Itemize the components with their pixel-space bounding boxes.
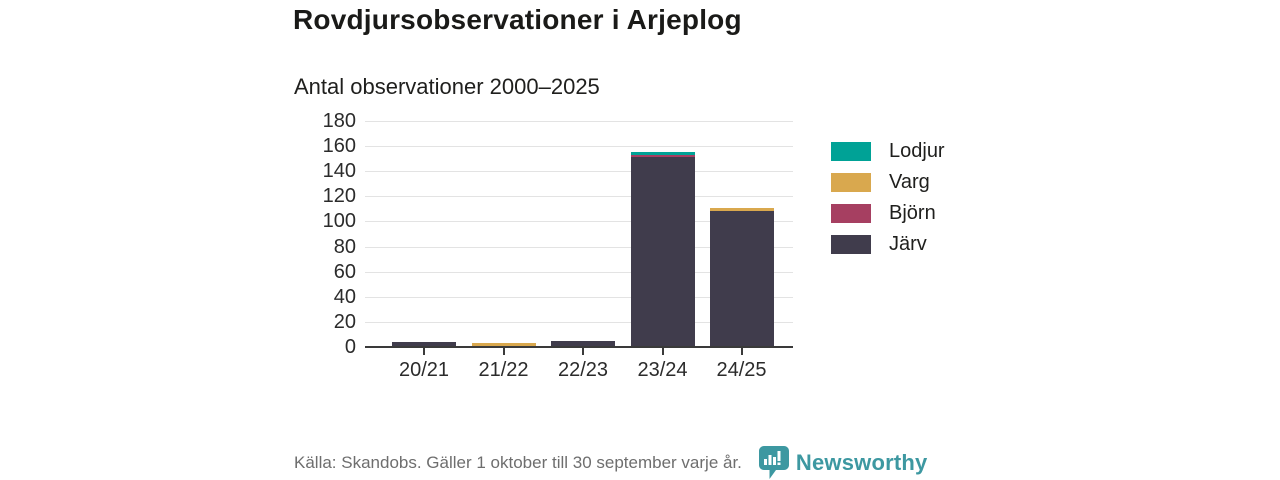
y-tick-label-180: 180 [322, 110, 356, 132]
x-tick-label-21/22: 21/22 [478, 359, 529, 381]
legend-label-Björn: Björn [889, 202, 936, 224]
x-tick-label-22/23: 22/23 [557, 359, 609, 381]
gridline-100 [365, 221, 793, 223]
y-tick-label-140: 140 [322, 160, 356, 183]
bar-segment-23/24-Järv [630, 157, 695, 347]
x-tick-23/24 [661, 347, 664, 355]
legend-label-Järv: Järv [889, 233, 927, 255]
gridline-180 [365, 121, 793, 122]
y-tick-label-160: 160 [322, 135, 356, 158]
x-tick-24/25 [740, 347, 743, 355]
legend-item-Järv: Järv [831, 233, 945, 255]
chart-subtitle: Antal observationer 2000–2025 [294, 74, 600, 99]
gridline-80 [365, 246, 793, 248]
source-note: Källa: Skandobs. Gäller 1 oktober till 3… [294, 452, 742, 472]
x-tick-21/22 [502, 347, 505, 355]
y-tick-label-40: 40 [333, 285, 356, 308]
gridline-160 [365, 146, 793, 148]
legend-swatch-Varg [831, 173, 871, 192]
x-tick-label-24/25: 24/25 [716, 359, 767, 381]
legend-label-Varg: Varg [889, 171, 930, 193]
bar-22/23 [551, 340, 615, 347]
y-tick-label-60: 60 [333, 260, 356, 283]
legend-item-Björn: Björn [831, 202, 945, 224]
x-axis-line [365, 346, 793, 348]
bar-segment-20/21-Järv [392, 341, 456, 347]
bar-segment-23/24-Lodjur [630, 152, 695, 155]
bar-23/24 [630, 152, 695, 347]
bar-segment-21/22-Varg [471, 343, 536, 346]
x-tick-22/23 [582, 347, 584, 355]
chart-title: Rovdjursobservationer i Arjeplog [293, 4, 742, 35]
legend-label-Lodjur: Lodjur [889, 140, 945, 162]
bar-segment-24/25-Järv [709, 211, 774, 347]
gridline-140 [365, 171, 793, 173]
y-tick-label-20: 20 [333, 310, 356, 333]
footer: Källa: Skandobs. Gäller 1 oktober till 3… [294, 446, 994, 479]
x-tick-label-20/21: 20/21 [398, 359, 450, 381]
gridline-60 [365, 271, 793, 273]
legend: Lodjur Varg Björn Järv [831, 140, 945, 255]
x-tick-20/21 [423, 347, 425, 355]
legend-swatch-Järv [831, 235, 871, 254]
gridline-20 [365, 321, 793, 323]
brand-name: Newsworthy [795, 449, 928, 475]
y-tick-label-0: 0 [344, 336, 356, 358]
y-tick-label-120: 120 [322, 185, 356, 208]
legend-swatch-Björn [831, 204, 871, 223]
bar-segment-24/25-Varg [709, 207, 774, 212]
bar-segment-23/24-Björn [630, 154, 695, 158]
y-tick-label-80: 80 [333, 235, 356, 258]
gridline-40 [365, 296, 793, 298]
plot-area: 0 20 40 60 80 100 120 140 160 180 20/21 21/22 22/23… [323, 110, 793, 381]
y-tick-label-100: 100 [322, 210, 356, 233]
legend-swatch-Lodjur [831, 142, 871, 161]
newsworthy-logo-icon [758, 446, 789, 479]
gridline-120 [365, 196, 793, 198]
legend-item-Varg: Varg [831, 171, 945, 193]
bar-segment-22/23-Järv [551, 340, 615, 347]
brand: Newsworthy [758, 446, 928, 479]
x-tick-label-23/24: 23/24 [637, 359, 688, 381]
bar-24/25 [709, 207, 774, 347]
legend-item-Lodjur: Lodjur [831, 140, 945, 162]
bar-20/21 [392, 341, 456, 347]
